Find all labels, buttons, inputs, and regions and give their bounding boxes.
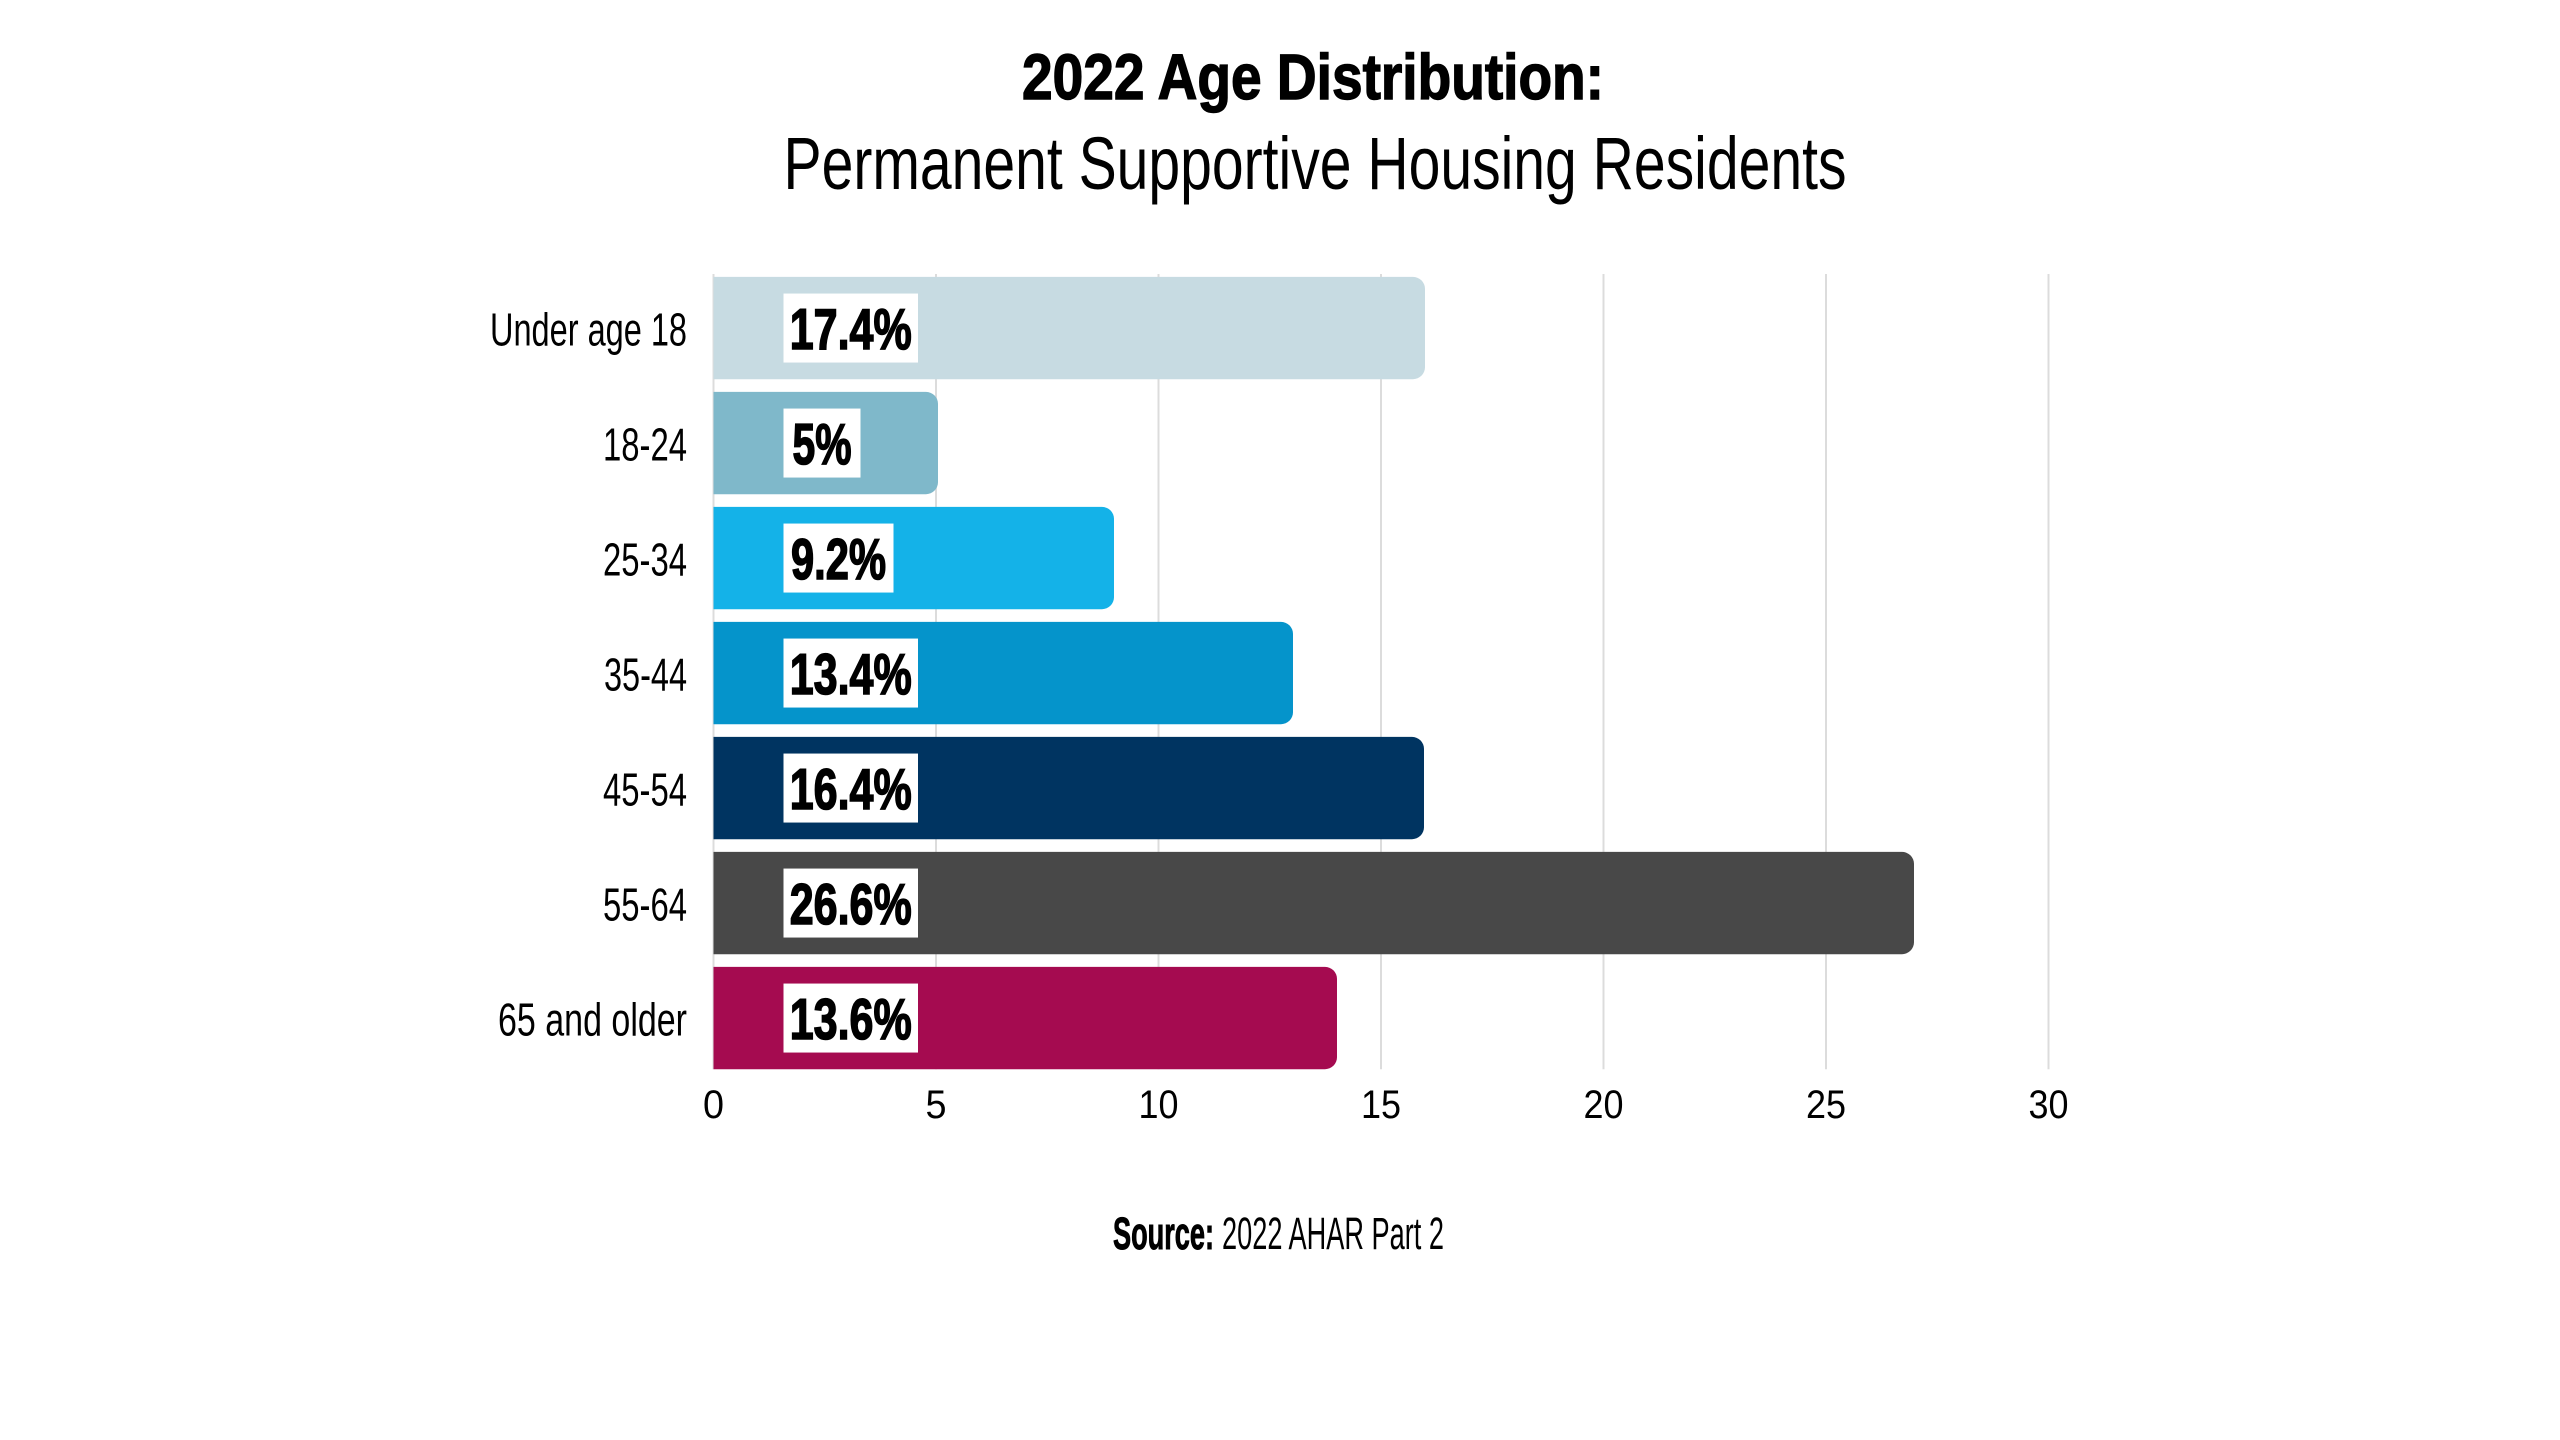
svg-text:26.6%: 26.6% [790,873,912,937]
svg-text:5: 5 [926,1083,947,1127]
svg-text:35-44: 35-44 [604,649,687,701]
svg-text:Under age 18: Under age 18 [490,304,687,356]
svg-text:16.4%: 16.4% [790,758,912,822]
svg-text:20: 20 [1584,1083,1624,1127]
svg-text:17.4%: 17.4% [790,298,912,362]
svg-text:Permanent Supportive Housing R: Permanent Supportive Housing Residents [784,122,1847,205]
svg-text:Source:: Source: [1113,1208,1214,1259]
svg-text:15: 15 [1361,1083,1401,1127]
svg-text:55-64: 55-64 [603,879,687,931]
svg-text:2022 Age Distribution:: 2022 Age Distribution: [1022,41,1604,113]
svg-text:0: 0 [703,1083,724,1127]
svg-text:9.2%: 9.2% [791,528,886,592]
svg-text:13.6%: 13.6% [790,988,912,1052]
svg-text:25: 25 [1806,1083,1846,1127]
svg-text:18-24: 18-24 [603,419,687,471]
svg-text:2022 AHAR Part 2: 2022 AHAR Part 2 [1222,1208,1444,1259]
svg-text:13.4%: 13.4% [790,643,912,707]
svg-text:25-34: 25-34 [603,534,687,586]
svg-text:30: 30 [2029,1083,2069,1127]
svg-text:45-54: 45-54 [603,764,687,816]
svg-text:65 and older: 65 and older [498,994,687,1046]
svg-text:10: 10 [1139,1083,1179,1127]
svg-text:5%: 5% [793,413,852,477]
